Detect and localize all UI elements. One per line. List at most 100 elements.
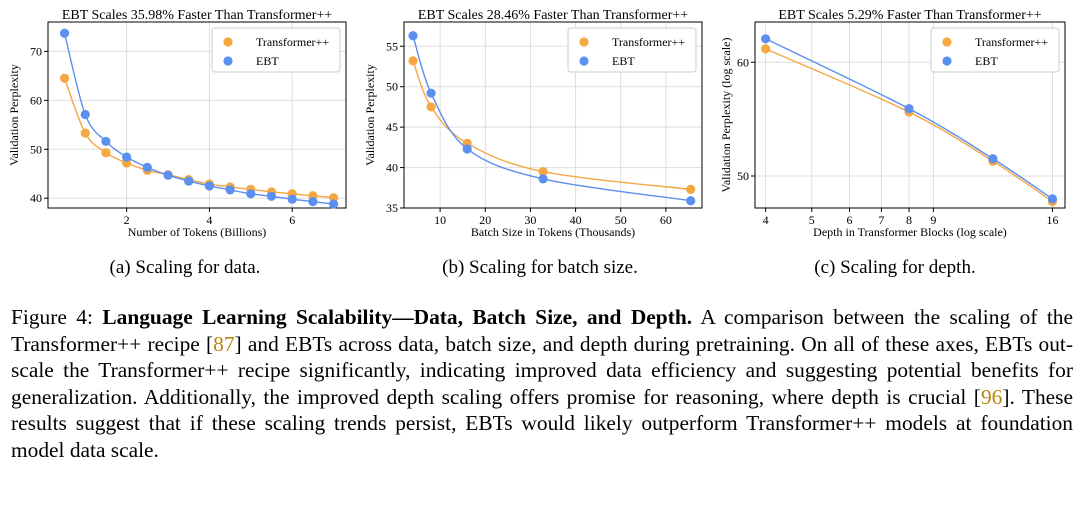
chart-batch-size-scaling: 10 20 30 40 50 60 35 40 45 50 55 EBT Scales 28.46% … [356,0,712,250]
subcaption-b: (b) Scaling for batch size. [442,257,638,278]
data-point [59,73,70,83]
data-point [80,128,90,138]
legend-box [211,27,341,73]
x-axis-label: Batch Size in Tokens (Thousands) [471,225,635,239]
data-point [761,34,771,44]
data-point [287,194,297,204]
legend-marker [579,56,589,66]
y-tick-label: 60 [30,93,42,107]
data-point [246,189,256,199]
data-point [328,199,339,209]
y-tick-label: 50 [737,169,749,183]
chart-title: EBT Scales 28.46% Faster Than Transforme… [418,8,688,23]
y-tick-label: 55 [386,39,398,53]
legend-box [567,27,697,73]
subcaption-a: (a) Scaling for data. [109,257,261,278]
legend-label: Transformer++ [975,35,1048,49]
x-tick-label: 9 [930,213,936,227]
y-tick-label: 45 [386,120,398,134]
data-point [142,162,152,172]
data-point [462,144,472,154]
legend-marker [223,56,233,66]
y-tick-label: 50 [386,80,398,94]
x-axis-label: Number of Tokens (Billions) [128,225,267,239]
data-point [225,185,235,195]
legend-box [930,27,1060,73]
y-tick-label: 70 [30,44,42,58]
caption-text-1: A comparison between the scaling of the … [11,305,1073,356]
caption-text-3: ]. These results suggest that if these s… [11,384,1073,462]
chart-svg: 10 20 30 40 50 60 35 40 45 50 55 EBT Scales 28.46% … [363,8,703,239]
caption-label: Figure 4: [11,305,103,329]
legend-marker [579,37,589,47]
data-point [538,167,548,177]
data-point [408,31,418,41]
x-tick-label: 40 [570,213,582,227]
x-tick-label: 4 [206,213,212,227]
legend-marker [223,37,233,47]
legend-label: Transformer++ [256,35,329,49]
x-tick-label: 5 [809,213,815,227]
y-tick-label: 40 [30,191,42,205]
data-point [101,136,111,147]
legend-label: Transformer++ [612,35,685,49]
x-tick-label: 6 [847,213,853,227]
legend-label: EBT [975,54,998,68]
chart-title: EBT Scales 5.29% Faster Than Transformer… [778,8,1041,23]
x-tick-label: 60 [660,213,672,227]
legend-label: EBT [612,54,635,68]
data-point [426,88,436,98]
data-point [904,104,914,114]
x-tick-label: 6 [289,213,295,227]
legend-marker [942,56,952,66]
series-line [412,35,691,202]
chart-svg: 2 4 6 40 50 60 70 EBT Scales 35.98% Faster Than… [7,8,347,239]
x-tick-label: 20 [479,213,491,227]
data-point [426,102,436,112]
x-axis-label: Depth in Transformer Blocks (log scale) [813,225,1007,239]
data-point [59,28,70,38]
data-point [308,197,318,207]
x-tick-label: 16 [1046,213,1058,227]
y-axis-label: Validation Perplexity (log scale) [719,38,733,193]
figure-caption: Figure 4: Language Learning Scalability—… [11,304,1073,463]
citation-link-87[interactable]: 87 [213,331,235,356]
plot-frame [754,21,1066,209]
data-point [122,152,132,162]
chart-depth-scaling: 4 5 6 7 8 9 16 50 60 EBT Scales 5.29% Faster Than… [712,0,1074,250]
data-point [328,193,339,203]
data-point [266,191,277,201]
x-tick-label: 4 [763,213,769,227]
series-line [765,38,1053,200]
plot-frame [403,21,703,209]
x-tick-label: 50 [615,213,627,227]
caption-title: Language Learning Scalability—Data, Batc… [102,305,693,329]
legend-label: EBT [256,54,279,68]
y-axis-label: Validation Perplexity [363,64,377,166]
data-point [1047,194,1058,204]
chart-data-scaling: 2 4 6 40 50 60 70 EBT Scales 35.98% Faster Than… [0,0,356,250]
data-point [761,44,771,54]
x-tick-label: 7 [878,213,884,227]
series-line [412,60,691,191]
chart-svg: 4 5 6 7 8 9 16 50 60 EBT Scales 5.29% Faster Than… [719,8,1066,239]
series-line [765,48,1053,203]
data-point [204,181,215,191]
x-tick-label: 30 [524,213,536,227]
data-point [988,154,998,164]
data-point [686,196,696,206]
chart-title: EBT Scales 35.98% Faster Than Transforme… [62,8,332,23]
subcaption-c: (c) Scaling for depth. [814,257,976,278]
citation-link-96[interactable]: 96 [980,384,1003,409]
data-point [408,56,418,66]
x-tick-label: 8 [906,213,912,227]
y-tick-label: 50 [30,142,42,156]
data-point [80,109,90,120]
y-tick-label: 35 [386,201,398,215]
caption-text-2: ] and EBTs across data, batch size, and … [11,331,1073,409]
y-axis-label: Validation Perplexity [7,64,21,166]
x-tick-label: 2 [124,213,130,227]
plot-frame [47,21,347,209]
data-point [184,176,194,186]
y-tick-label: 40 [386,161,398,175]
